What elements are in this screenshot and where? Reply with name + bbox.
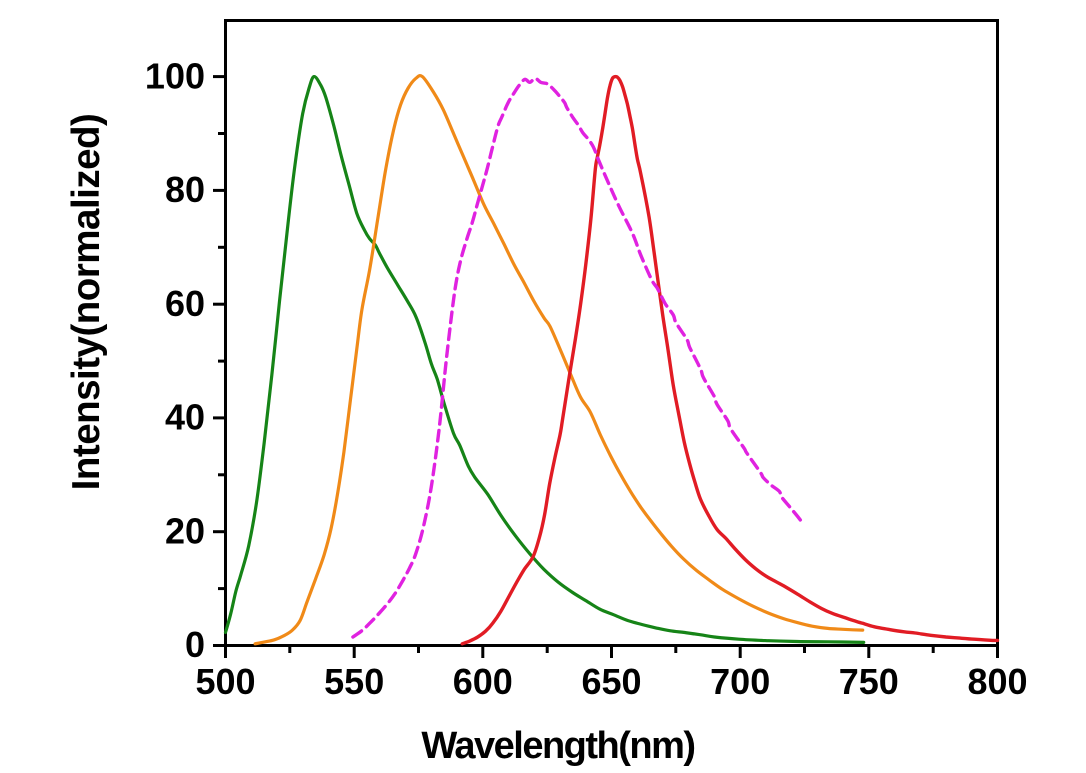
svg-text:700: 700 — [710, 661, 770, 702]
svg-text:Wavelength(nm): Wavelength(nm) — [421, 725, 694, 767]
svg-text:0: 0 — [185, 624, 205, 665]
svg-text:800: 800 — [967, 661, 1027, 702]
svg-text:60: 60 — [165, 283, 205, 324]
svg-text:100: 100 — [145, 55, 205, 96]
svg-text:600: 600 — [453, 661, 513, 702]
svg-text:650: 650 — [581, 661, 641, 702]
svg-text:40: 40 — [165, 397, 205, 438]
svg-text:Intensity(normalized): Intensity(normalized) — [65, 114, 108, 491]
svg-text:750: 750 — [839, 661, 899, 702]
svg-text:500: 500 — [195, 661, 255, 702]
svg-text:80: 80 — [165, 169, 205, 210]
svg-text:550: 550 — [324, 661, 384, 702]
svg-text:20: 20 — [165, 510, 205, 551]
